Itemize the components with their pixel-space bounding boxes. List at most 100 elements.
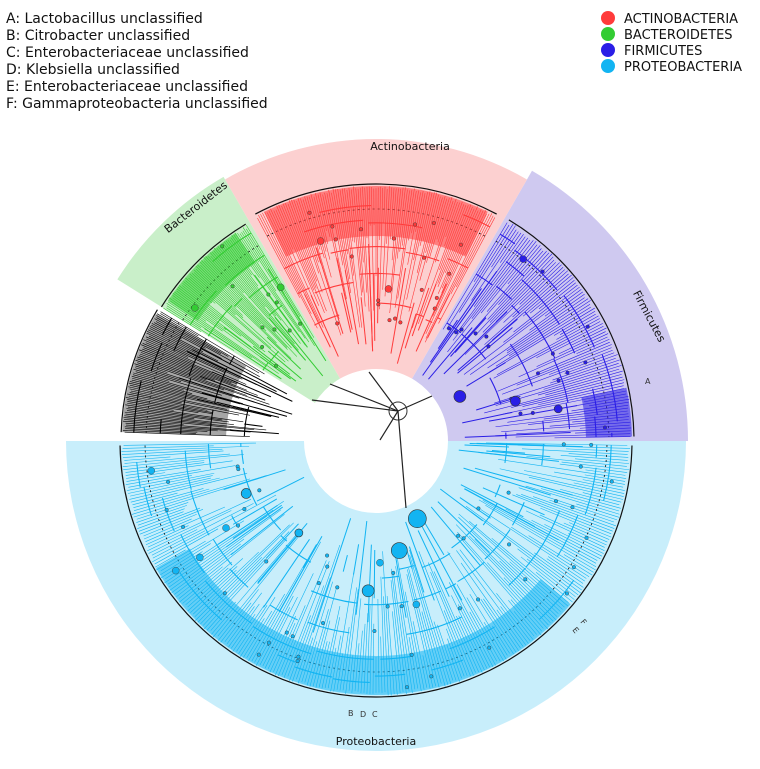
internal-branch (232, 498, 278, 525)
leaf-branch (148, 329, 201, 356)
connector-arc (231, 515, 240, 529)
connector-arc (150, 342, 163, 372)
inner-ring (145, 322, 180, 433)
internal-branch (192, 349, 277, 392)
leaf-branch (519, 264, 562, 305)
internal-branch (265, 523, 299, 559)
leaf-branch (163, 307, 202, 333)
leaf-branch (126, 472, 166, 479)
leaf-branch (540, 488, 620, 512)
leaf-branch (133, 488, 204, 509)
leaf-branch (549, 499, 614, 523)
connector-arc (535, 510, 561, 556)
internal-branch (464, 488, 535, 527)
leaf-branch (491, 229, 517, 268)
leaf-branch (125, 413, 212, 424)
tree-node (166, 479, 171, 484)
leaf-branch (558, 331, 606, 355)
leaf-branch (536, 333, 609, 367)
internal-branch (482, 487, 545, 516)
internal-branch (211, 371, 272, 398)
tree-node (391, 570, 396, 575)
leaf-branch (124, 411, 234, 425)
internal-branch (230, 429, 279, 435)
tree-node (461, 536, 466, 541)
connector-arc (207, 443, 212, 469)
internal-branch (476, 442, 546, 446)
leaf-branch (525, 485, 620, 515)
internal-branch (495, 432, 571, 437)
leaf-branch (136, 505, 187, 523)
major-node-firmicutes (510, 395, 521, 407)
connector-arc (565, 402, 571, 430)
internal-branch (417, 283, 437, 331)
leaf-branch (573, 482, 625, 494)
leaf-branch (142, 343, 213, 373)
internal-branch (463, 467, 551, 496)
tree-node (284, 630, 289, 635)
leaf-branch (486, 248, 542, 312)
leaf-branch (121, 448, 223, 455)
internal-branch (437, 501, 491, 553)
tree-node (384, 285, 393, 293)
connector-arc (359, 272, 400, 276)
tree-node (257, 488, 262, 493)
leaf-branch (258, 214, 318, 329)
leaf-branch (512, 269, 565, 318)
tree-node (484, 334, 489, 339)
connector-arc (364, 600, 409, 606)
leaf-branch (123, 417, 255, 430)
tree-node (266, 640, 271, 645)
internal-branch (462, 411, 513, 424)
leaf-branch (133, 488, 210, 511)
leaf-branch (128, 395, 208, 411)
tree-node (589, 442, 594, 447)
internal-branch (178, 377, 293, 415)
internal-branch (457, 327, 513, 374)
internal-branch (393, 546, 407, 618)
leaf-branch (146, 330, 228, 370)
internal-branch (367, 544, 372, 623)
tree-node (486, 344, 491, 349)
leaf-branch (511, 526, 590, 577)
leaf-branch (529, 291, 583, 331)
internal-branch (405, 521, 435, 601)
leaf-branch (155, 549, 186, 568)
internal-branch (422, 270, 498, 376)
connector-arc (541, 443, 545, 466)
leaf-letter-b: B (348, 709, 354, 718)
leaf-branch (576, 503, 620, 518)
leaf-branch (507, 245, 541, 285)
leaf-branch (522, 274, 572, 317)
connector-arc (180, 378, 192, 435)
sector-label-proteobacteria: Proteobacteria (336, 735, 416, 748)
dense-wedge-firmicutes (581, 387, 632, 438)
leaf-branch (442, 222, 508, 330)
leaf-branch (489, 256, 554, 323)
tree-node (458, 242, 463, 247)
internal-branch (429, 288, 482, 363)
leaf-branch (124, 431, 250, 437)
connector-arc (584, 467, 597, 515)
connector-arc (461, 333, 487, 360)
internal-branch (390, 268, 407, 354)
major-node-proteobacteria (361, 584, 375, 598)
internal-branch (302, 544, 317, 569)
leaf-branch (131, 375, 185, 391)
major-node-proteobacteria (408, 509, 427, 528)
connector-arc (484, 529, 511, 560)
tree-node (335, 585, 340, 590)
internal-branch (244, 423, 263, 427)
tree-node (220, 244, 225, 249)
leaf-branch (125, 465, 236, 485)
tree-node (457, 606, 462, 611)
internal-branch (257, 531, 302, 584)
leaf-branch (129, 477, 220, 500)
leaf-branch (126, 472, 215, 491)
internal-branch (256, 476, 305, 502)
internal-branch (411, 287, 430, 337)
leaf-branch (513, 282, 576, 333)
connector-arc (269, 350, 280, 363)
leaf-branch (511, 379, 625, 408)
tree-node (454, 330, 459, 335)
